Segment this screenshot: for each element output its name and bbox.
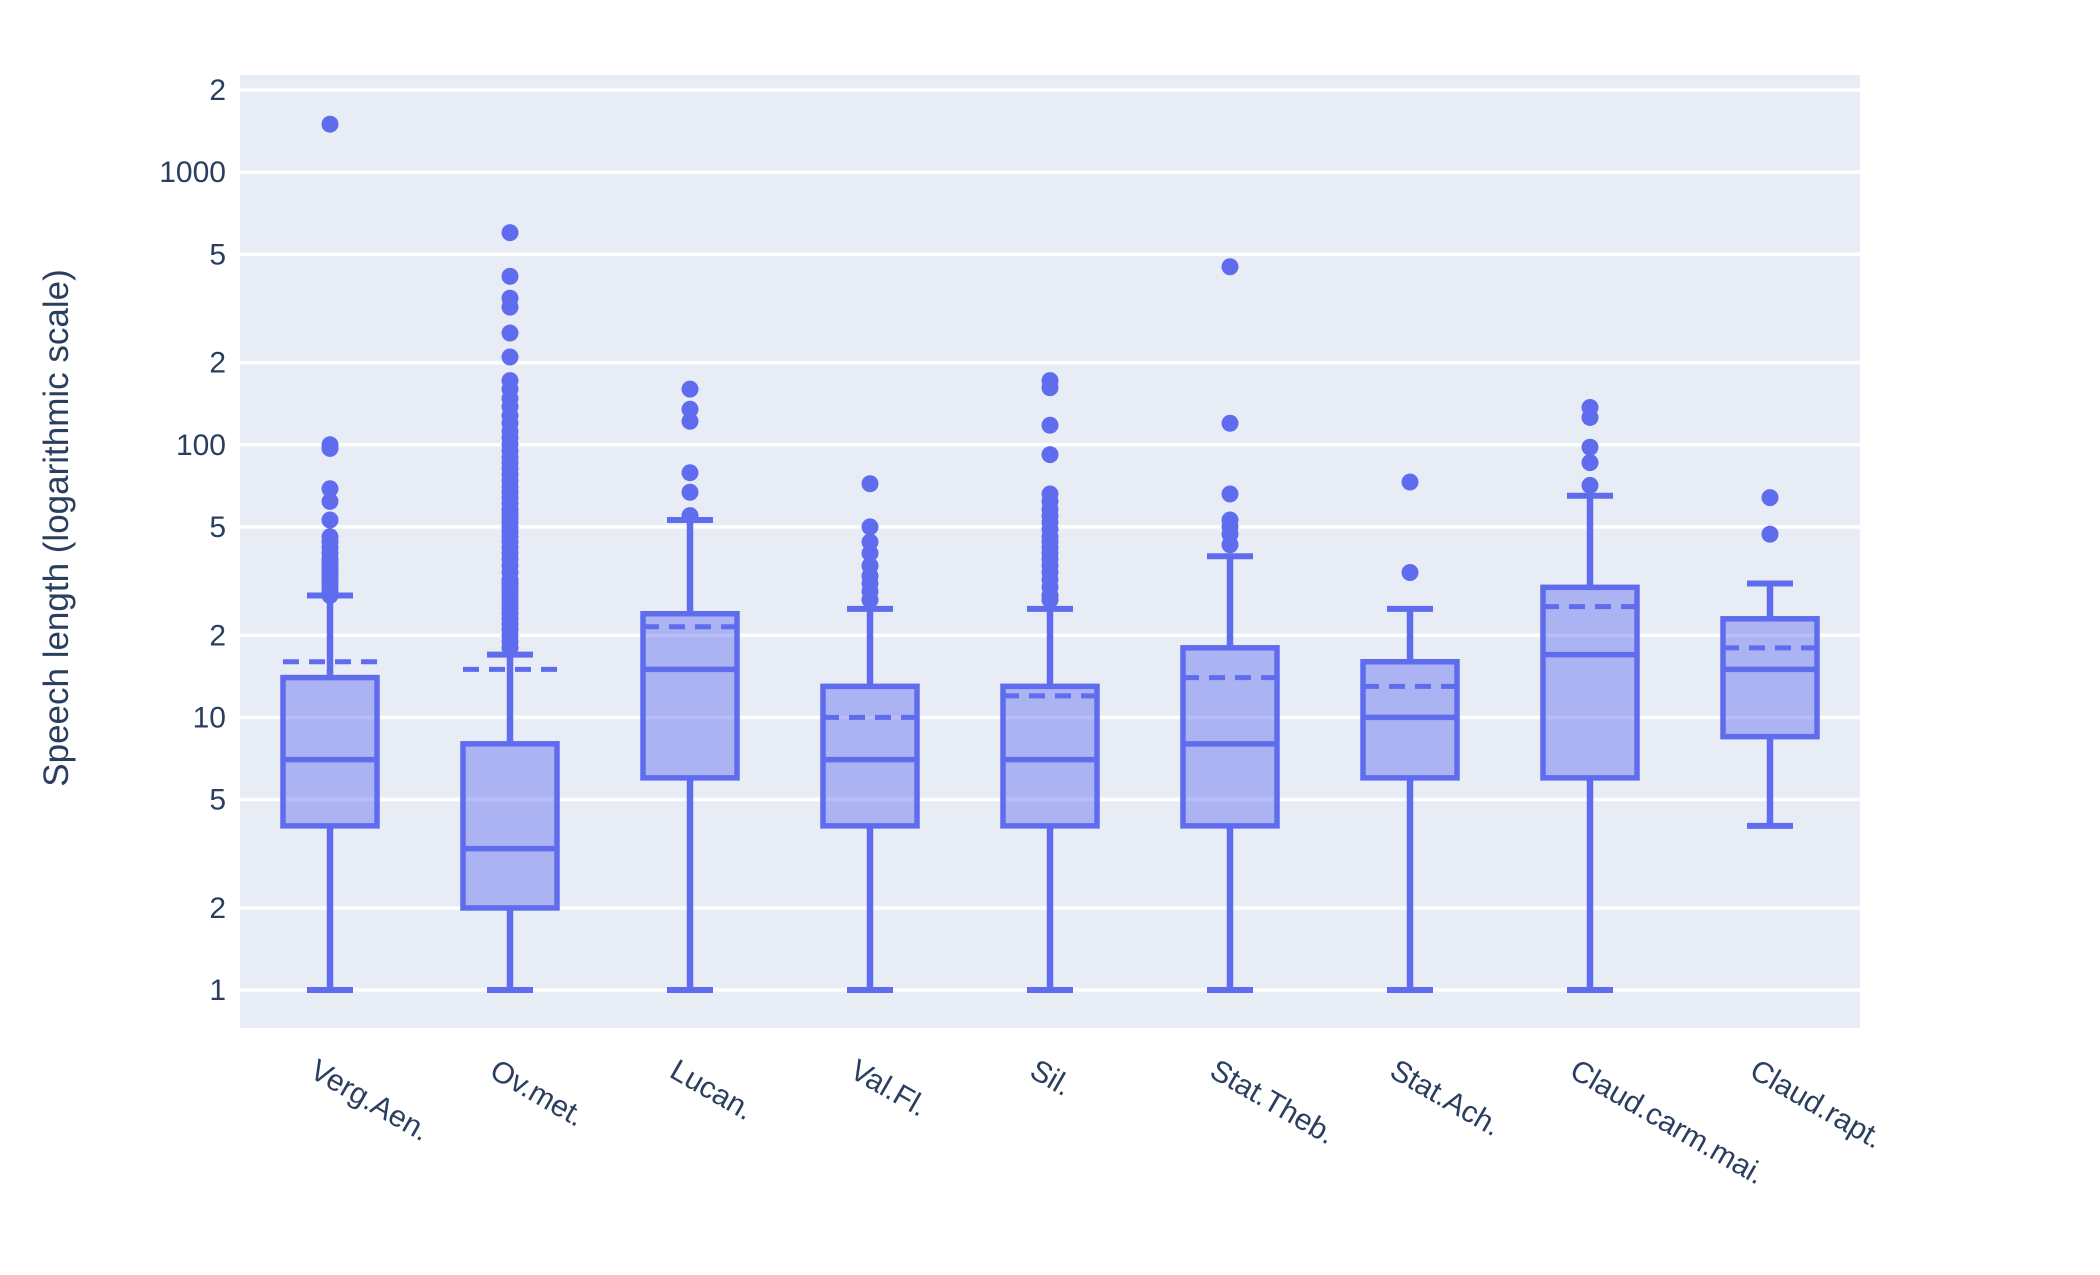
- outlier-point[interactable]: [681, 412, 699, 430]
- y-tick-label: 10: [193, 701, 226, 734]
- outlier-point[interactable]: [681, 400, 699, 418]
- box-statach[interactable]: [1360, 473, 1460, 993]
- outlier-point[interactable]: [1041, 379, 1059, 397]
- y-axis-title: Speech length (logarithmic scale): [37, 269, 76, 787]
- y-tick-label: 2: [209, 347, 226, 380]
- x-tick-label: Val.Fl.: [845, 1053, 933, 1123]
- x-tick-label: Sil.: [1025, 1053, 1078, 1102]
- outlier-point[interactable]: [1401, 473, 1419, 491]
- outlier-point[interactable]: [861, 544, 879, 562]
- y-tick-label: 2: [209, 892, 226, 925]
- y-tick-label: 5: [209, 238, 226, 271]
- x-tick-label: Stat.Theb.: [1205, 1053, 1341, 1151]
- box-vergaen[interactable]: [280, 115, 380, 993]
- y-tick-label: 1: [209, 974, 226, 1007]
- outlier-point[interactable]: [321, 492, 339, 510]
- box-ovmet[interactable]: [460, 224, 560, 993]
- outlier-point[interactable]: [681, 464, 699, 482]
- outlier-point[interactable]: [861, 591, 879, 609]
- outlier-point[interactable]: [501, 639, 519, 657]
- x-tick-label: Lucan.: [665, 1053, 760, 1127]
- box-sil[interactable]: [1000, 372, 1100, 993]
- iqr-box[interactable]: [460, 741, 560, 911]
- outlier-point[interactable]: [321, 480, 339, 498]
- box-claudcarmmai[interactable]: [1540, 399, 1640, 993]
- outlier-point[interactable]: [1581, 454, 1599, 472]
- outlier-point[interactable]: [861, 475, 879, 493]
- outlier-point[interactable]: [321, 439, 339, 457]
- outlier-point[interactable]: [1041, 416, 1059, 434]
- x-tick-label: Claud.carm.mai.: [1565, 1053, 1771, 1191]
- iqr-box[interactable]: [1720, 616, 1820, 740]
- outlier-point[interactable]: [501, 348, 519, 366]
- iqr-box[interactable]: [1000, 683, 1100, 829]
- iqr-box[interactable]: [640, 611, 740, 781]
- outlier-point[interactable]: [1581, 408, 1599, 426]
- iqr-box[interactable]: [1540, 584, 1640, 781]
- x-tick-label: Claud.rapt.: [1745, 1053, 1889, 1155]
- box-lucan[interactable]: [640, 380, 740, 993]
- outlier-point[interactable]: [1581, 438, 1599, 456]
- outlier-point[interactable]: [1041, 446, 1059, 464]
- outlier-point[interactable]: [501, 267, 519, 285]
- outlier-point[interactable]: [321, 587, 339, 605]
- y-tick-label: 2: [209, 619, 226, 652]
- outlier-point[interactable]: [1581, 476, 1599, 494]
- outlier-point[interactable]: [501, 298, 519, 316]
- x-tick-label: Verg.Aen.: [305, 1053, 436, 1147]
- y-tick-label: 5: [209, 783, 226, 816]
- outlier-point[interactable]: [1041, 591, 1059, 609]
- outlier-point[interactable]: [501, 224, 519, 242]
- outlier-point[interactable]: [681, 380, 699, 398]
- outlier-point[interactable]: [1221, 258, 1239, 276]
- y-tick-label: 100: [176, 429, 226, 462]
- box-stattheb[interactable]: [1180, 258, 1280, 993]
- iqr-box[interactable]: [280, 674, 380, 829]
- outlier-point[interactable]: [1761, 489, 1779, 507]
- y-tick-label: 5: [209, 511, 226, 544]
- outlier-point[interactable]: [1221, 485, 1239, 503]
- iqr-box[interactable]: [820, 683, 920, 829]
- outlier-point[interactable]: [321, 115, 339, 133]
- outlier-point[interactable]: [1221, 536, 1239, 554]
- y-tick-label: 1000: [159, 156, 226, 189]
- outlier-point[interactable]: [501, 324, 519, 342]
- box-valfl[interactable]: [820, 475, 920, 993]
- outlier-point[interactable]: [1761, 525, 1779, 543]
- x-tick-label: Ov.met.: [485, 1053, 591, 1133]
- y-tick-label: 2: [209, 74, 226, 107]
- outlier-point[interactable]: [681, 507, 699, 525]
- outlier-point[interactable]: [1401, 564, 1419, 582]
- outlier-point[interactable]: [681, 483, 699, 501]
- x-tick-label: Stat.Ach.: [1385, 1053, 1507, 1142]
- outlier-point[interactable]: [321, 511, 339, 529]
- iqr-box[interactable]: [1180, 645, 1280, 829]
- outlier-point[interactable]: [1221, 414, 1239, 432]
- outlier-point[interactable]: [861, 518, 879, 536]
- box-claudrapt[interactable]: [1720, 489, 1820, 829]
